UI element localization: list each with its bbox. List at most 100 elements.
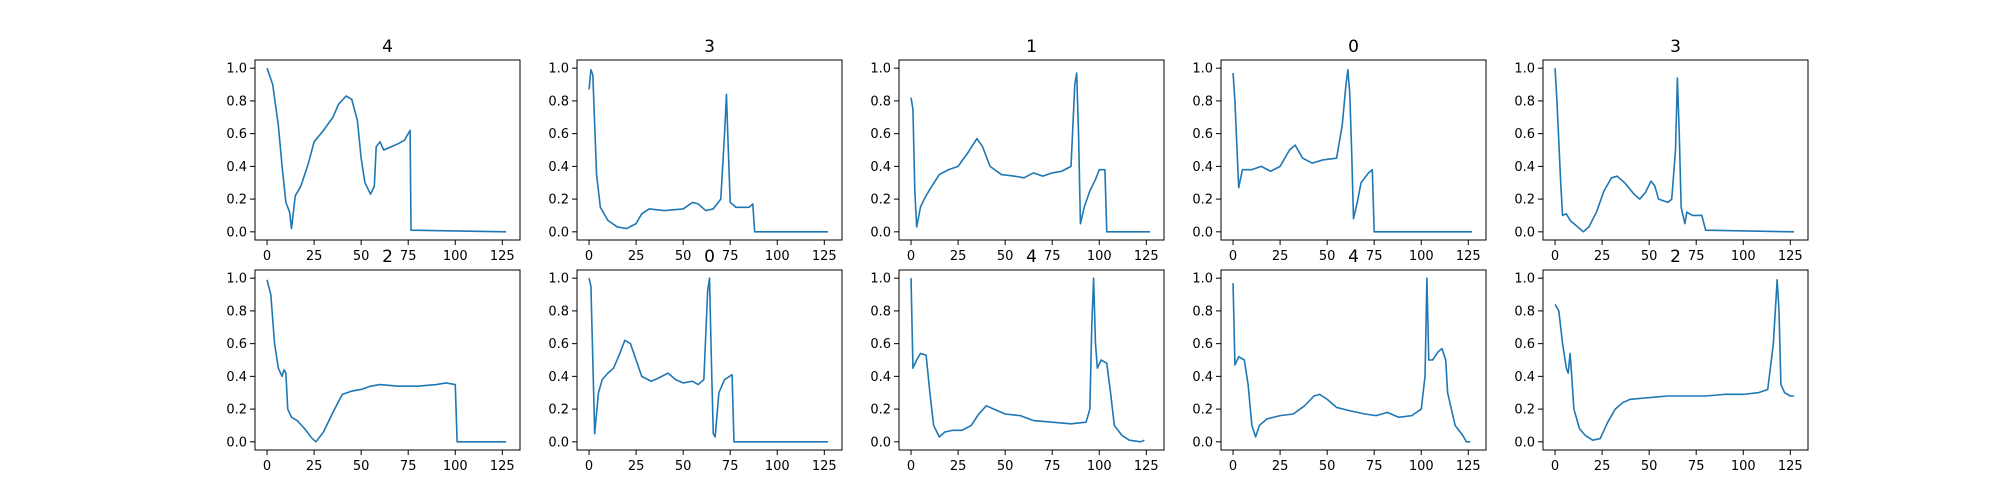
y-tick-label: 0.6 (870, 127, 891, 142)
subplot-2: 3 0 25 50 75 100 125 0.0 0.2 0.4 0.6 0.8 1.0 (548, 37, 843, 264)
x-tick-label: 75 (1044, 459, 1061, 474)
y-tick-label: 1.0 (870, 272, 891, 287)
plot-frame (1220, 269, 1487, 451)
y-tick-label: 0.2 (548, 193, 569, 208)
x-tick-label: 75 (722, 459, 739, 474)
x-tick-label: 100 (1409, 459, 1434, 474)
x-tick-label: 0 (585, 249, 593, 264)
x-tick-label: 50 (675, 249, 692, 264)
x-tick-label: 25 (306, 249, 323, 264)
x-tick-label: 125 (812, 249, 837, 264)
x-tick-label: 125 (1456, 249, 1481, 264)
subplot-title: 2 (382, 247, 393, 267)
y-tick-label: 0.0 (1192, 225, 1213, 240)
plot-frame (898, 269, 1165, 451)
x-tick-label: 125 (490, 459, 515, 474)
y-tick-label: 0.8 (870, 94, 891, 109)
x-tick-label: 75 (722, 249, 739, 264)
subplot-1: 4 0 25 50 75 100 125 0.0 0.2 0.4 0.6 0.8 1.0 (226, 37, 521, 264)
x-tick-label: 125 (1778, 249, 1803, 264)
x-tick-label: 0 (263, 249, 271, 264)
subplot-4: 0 0 25 50 75 100 125 0.0 0.2 0.4 0.6 0.8 1.0 (1192, 37, 1487, 264)
y-tick-label: 0.8 (870, 304, 891, 319)
subplot-title: 4 (1026, 247, 1037, 267)
y-tick-label: 1.0 (1514, 62, 1535, 77)
x-tick-label: 125 (1134, 249, 1159, 264)
x-tick-label: 125 (1134, 459, 1159, 474)
subplot-title: 2 (1670, 247, 1681, 267)
y-tick-label: 0.6 (1514, 127, 1535, 142)
plot-frame (576, 269, 843, 451)
x-tick-label: 50 (1641, 249, 1658, 264)
y-tick-label: 0.6 (548, 127, 569, 142)
y-tick-label: 1.0 (1192, 62, 1213, 77)
y-tick-label: 0.2 (870, 403, 891, 418)
x-tick-label: 50 (353, 459, 370, 474)
y-tick-label: 0.4 (1514, 160, 1535, 175)
x-tick-label: 50 (1319, 459, 1336, 474)
x-tick-label: 75 (1366, 249, 1383, 264)
x-tick-label: 25 (628, 249, 645, 264)
subplot-title: 4 (382, 37, 393, 57)
x-tick-label: 25 (950, 249, 967, 264)
x-tick-label: 25 (1272, 249, 1289, 264)
x-tick-label: 0 (1229, 459, 1237, 474)
subplot-5: 3 0 25 50 75 100 125 0.0 0.2 0.4 0.6 0.8 1.0 (1514, 37, 1809, 264)
y-tick-label: 0.6 (1192, 127, 1213, 142)
x-tick-label: 25 (1594, 459, 1611, 474)
subplot-3: 1 0 25 50 75 100 125 0.0 0.2 0.4 0.6 0.8 1.0 (870, 37, 1165, 264)
y-tick-label: 0.2 (1192, 403, 1213, 418)
x-tick-label: 100 (765, 459, 790, 474)
y-tick-label: 0.2 (548, 403, 569, 418)
subplot-title: 0 (704, 247, 715, 267)
y-tick-label: 1.0 (870, 62, 891, 77)
x-tick-label: 25 (628, 459, 645, 474)
series-line (588, 69, 829, 233)
y-tick-label: 0.2 (1514, 403, 1535, 418)
subplot-title: 4 (1348, 247, 1359, 267)
y-tick-label: 0.2 (870, 193, 891, 208)
y-tick-label: 0.8 (548, 94, 569, 109)
series-line (1232, 277, 1471, 443)
y-tick-label: 0.4 (1192, 370, 1213, 385)
y-tick-label: 0.4 (870, 160, 891, 175)
series-line (910, 72, 1151, 233)
subplot-title: 3 (704, 37, 715, 57)
y-tick-label: 0.0 (548, 225, 569, 240)
plot-frame (1542, 59, 1809, 241)
series-line (588, 277, 829, 443)
x-tick-label: 25 (1272, 459, 1289, 474)
y-tick-label: 0.2 (226, 193, 247, 208)
y-tick-label: 1.0 (548, 62, 569, 77)
y-tick-label: 0.8 (1192, 94, 1213, 109)
y-tick-label: 0.8 (1514, 94, 1535, 109)
y-tick-label: 1.0 (1514, 272, 1535, 287)
x-tick-label: 0 (907, 249, 915, 264)
x-tick-label: 75 (400, 459, 417, 474)
y-tick-label: 0.0 (870, 435, 891, 450)
y-tick-label: 0.6 (1514, 337, 1535, 352)
x-tick-label: 0 (585, 459, 593, 474)
y-tick-label: 0.0 (1514, 435, 1535, 450)
series-line (266, 279, 507, 443)
y-tick-label: 0.4 (548, 160, 569, 175)
x-tick-label: 75 (1044, 249, 1061, 264)
y-tick-label: 0.0 (548, 435, 569, 450)
x-tick-label: 75 (1366, 459, 1383, 474)
series-line (1554, 279, 1795, 441)
y-tick-label: 0.6 (226, 337, 247, 352)
x-tick-label: 125 (1778, 459, 1803, 474)
y-tick-label: 0.2 (1192, 193, 1213, 208)
x-tick-label: 50 (997, 249, 1014, 264)
x-tick-label: 100 (1087, 459, 1112, 474)
subplot-7: 0 0 25 50 75 100 125 0.0 0.2 0.4 0.6 0.8 1.0 (548, 247, 843, 474)
subplot-title: 3 (1670, 37, 1681, 57)
plot-frame (254, 269, 521, 451)
x-tick-label: 100 (1409, 249, 1434, 264)
y-tick-label: 0.4 (226, 370, 247, 385)
plot-frame (898, 59, 1165, 241)
series-line (1232, 69, 1473, 233)
x-tick-label: 0 (263, 459, 271, 474)
y-tick-label: 0.0 (870, 225, 891, 240)
x-tick-label: 50 (675, 459, 692, 474)
